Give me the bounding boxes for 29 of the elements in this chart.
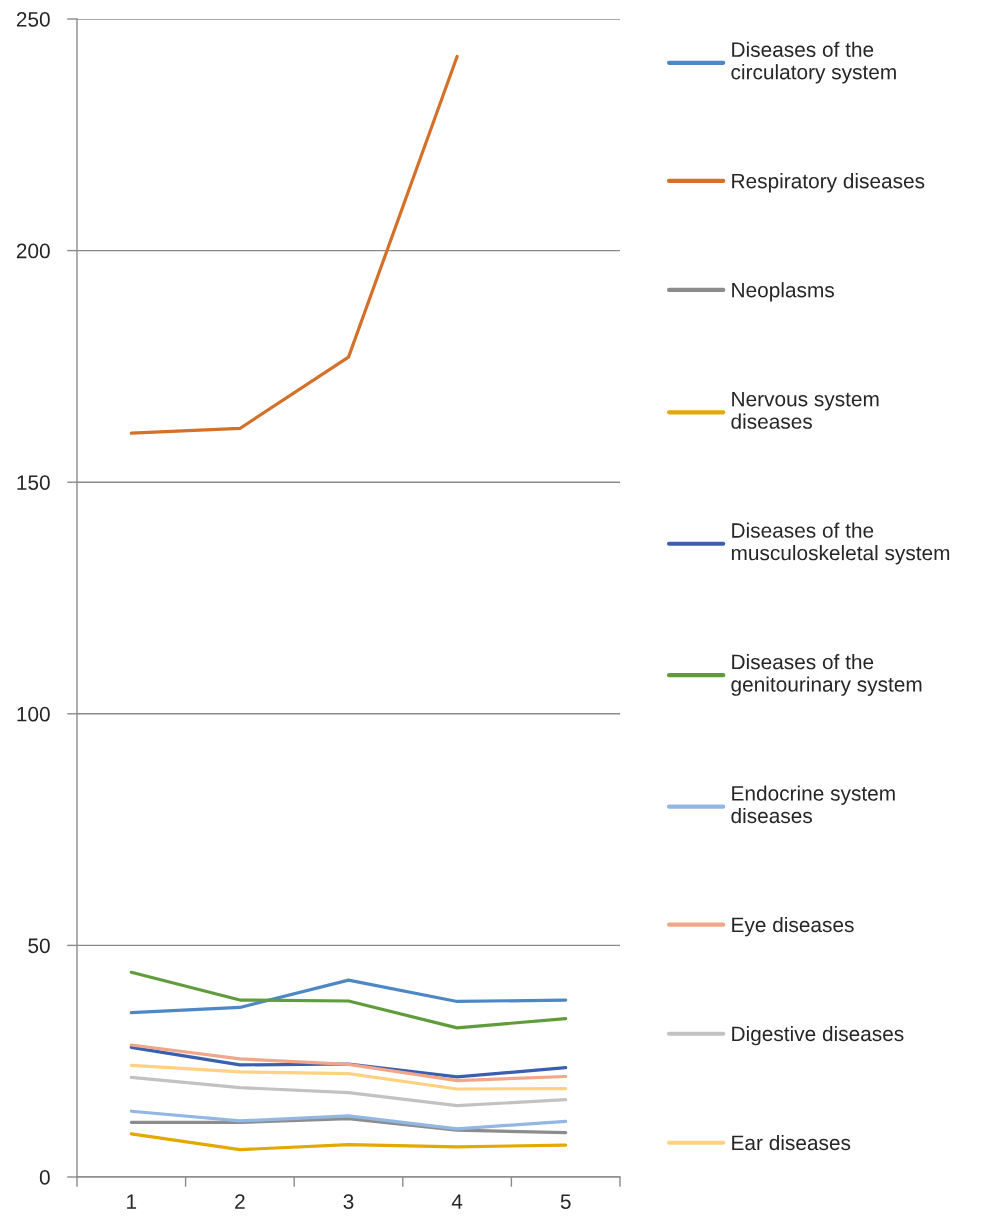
- y-tick-label: 250: [16, 12, 50, 27]
- y-tick-label: 200: [16, 243, 50, 259]
- line-series: [129, 1109, 568, 1131]
- x-tick-label: 3: [343, 1194, 354, 1209]
- y-tick-label: 50: [28, 938, 50, 954]
- legend-label: Neoplasms: [732, 282, 834, 302]
- y-tick-label: 100: [17, 706, 50, 722]
- line-series: [129, 970, 568, 1030]
- legend-label: Ear diseases: [732, 1134, 851, 1151]
- x-tick-label: 5: [560, 1194, 571, 1209]
- y-tick-label: 0: [39, 1170, 50, 1185]
- legend-label: Eye diseases: [732, 916, 854, 937]
- line-series: [129, 978, 568, 1015]
- legend-label: Respiratory diseases: [732, 173, 925, 193]
- x-tick-label: 4: [451, 1194, 463, 1209]
- x-tick-label: 1: [127, 1194, 137, 1209]
- legend-label: Digestive diseases: [732, 1025, 904, 1046]
- line-series: [129, 1063, 568, 1091]
- line-series: [129, 1132, 568, 1152]
- x-tick-label: 2: [235, 1194, 245, 1209]
- legend-label: Nervous system diseases: [731, 391, 879, 429]
- line-series: [129, 1117, 568, 1135]
- line-series: [129, 1075, 568, 1108]
- line-series: [129, 54, 459, 435]
- legend-label: Endocrine system diseases: [731, 785, 895, 824]
- legend-label: Diseases of the circulatory system: [731, 41, 896, 84]
- y-tick-label: 150: [17, 475, 50, 490]
- legend-label: Diseases of the musculoskeletal system: [731, 522, 950, 565]
- legend-label: Diseases of the genitourinary system: [731, 654, 922, 696]
